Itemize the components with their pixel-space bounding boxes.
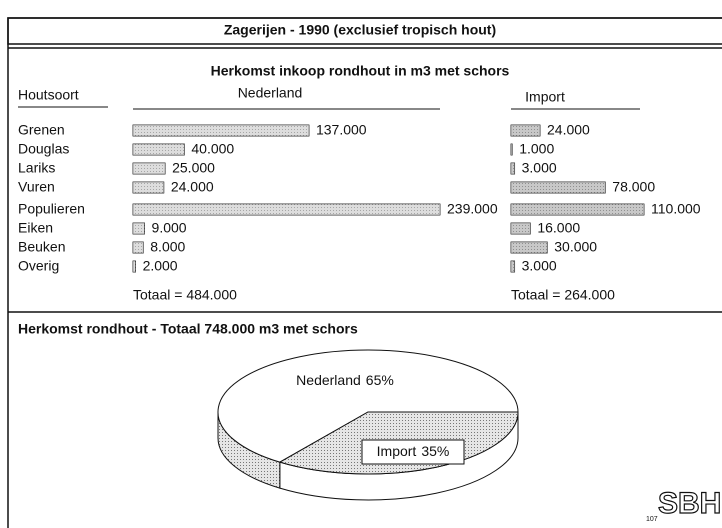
category-label: Lariks — [18, 160, 55, 176]
bar-texture — [133, 223, 145, 234]
bar-texture — [133, 182, 164, 193]
bar-texture — [133, 144, 185, 155]
bar-texture — [133, 261, 136, 272]
bar-texture — [511, 223, 531, 234]
total-label: Totaal = 484.000 — [133, 287, 237, 303]
slice-name: Import — [377, 443, 417, 459]
value-label: 8.000 — [150, 239, 185, 255]
pie-slice — [217, 349, 519, 463]
value-label: 30.000 — [554, 239, 597, 255]
value-label: 40.000 — [191, 141, 234, 157]
bar-texture — [511, 261, 515, 272]
category-label: Populieren — [18, 201, 85, 217]
value-label: 78.000 — [612, 179, 655, 195]
bar-texture — [511, 182, 606, 193]
bar-texture — [511, 204, 644, 215]
bar-texture — [511, 163, 515, 174]
bar-texture — [133, 125, 309, 136]
value-label: 1.000 — [519, 141, 554, 157]
logo: SBH — [658, 487, 721, 520]
chart-title: Herkomst inkoop rondhout in m3 met schor… — [211, 63, 510, 79]
category-label: Beuken — [18, 239, 65, 255]
total-label: Totaal = 264.000 — [511, 287, 615, 303]
series-header: Import — [525, 89, 565, 105]
chart-title: Herkomst rondhout - Totaal 748.000 m3 me… — [18, 321, 358, 337]
category-label: Grenen — [18, 122, 65, 138]
value-label: 16.000 — [537, 220, 580, 236]
code: 107 — [646, 516, 658, 523]
bar-texture — [511, 242, 548, 253]
category-label: Vuren — [18, 179, 55, 195]
value-label: 24.000 — [547, 122, 590, 138]
value-label: 239.000 — [447, 201, 498, 217]
title-box — [7, 17, 722, 45]
slice-label: Import 35% — [377, 443, 450, 459]
category-header: Houtsoort — [18, 87, 79, 103]
value-label: 2.000 — [143, 258, 178, 274]
bar-texture — [133, 163, 166, 174]
slice-value: 65% — [366, 372, 394, 388]
bar-texture — [133, 242, 144, 253]
slice-label: Nederland 65% — [296, 372, 394, 388]
bar-texture — [511, 125, 541, 136]
category-label: Eiken — [18, 220, 53, 236]
value-label: 3.000 — [522, 160, 557, 176]
value-label: 110.000 — [651, 201, 701, 217]
series-header: Nederland — [238, 85, 303, 101]
slice-value: 35% — [421, 443, 449, 459]
slice-name: Nederland — [296, 372, 361, 388]
label-box — [361, 439, 465, 465]
value-label: 9.000 — [152, 220, 187, 236]
bar-texture — [133, 204, 440, 215]
bar-texture — [511, 144, 513, 155]
category-label: Douglas — [18, 141, 69, 157]
category-label: Overig — [18, 258, 59, 274]
value-label: 24.000 — [171, 179, 214, 195]
value-label: 137.000 — [316, 122, 367, 138]
value-label: 25.000 — [172, 160, 215, 176]
value-label: 3.000 — [522, 258, 557, 274]
page-title: Zagerijen - 1990 (exclusief tropisch hou… — [224, 22, 496, 38]
